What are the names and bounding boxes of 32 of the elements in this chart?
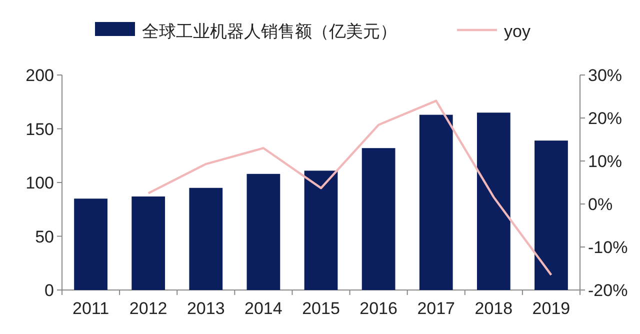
y2-tick-label: 20% <box>588 109 622 128</box>
y-tick-label: 50 <box>35 227 54 246</box>
x-tick-label: 2016 <box>360 299 398 318</box>
bar <box>476 112 510 290</box>
x-tick-label: 2017 <box>417 299 456 318</box>
y-tick-label: 200 <box>26 66 54 85</box>
x-tick-label: 2012 <box>129 299 168 318</box>
x-tick-label: 2015 <box>302 299 340 318</box>
x-tick-label: 2013 <box>186 299 225 318</box>
y2-tick-label: -20% <box>588 281 628 300</box>
y2-tick-label: 30% <box>588 66 622 85</box>
bar <box>419 114 453 290</box>
bar <box>304 170 338 290</box>
y2-tick-label: 10% <box>588 152 622 171</box>
bar <box>534 140 568 290</box>
line-series <box>147 100 552 276</box>
x-tick-label: 2018 <box>474 299 513 318</box>
y-tick-label: 150 <box>26 120 54 139</box>
bar <box>189 188 223 290</box>
y2-tick-label: -10% <box>588 238 628 257</box>
legend-label: yoy <box>504 22 531 41</box>
bar <box>132 196 166 290</box>
legend-label: 全球工业机器人销售额（亿美元） <box>142 22 397 41</box>
y-tick-label: 100 <box>26 174 54 192</box>
y2-tick-label: 0% <box>588 195 613 214</box>
x-tick-label: 2014 <box>244 299 282 318</box>
bar <box>246 174 280 290</box>
y-tick-label: 0 <box>44 281 54 300</box>
bar <box>74 198 108 290</box>
x-tick-label: 2011 <box>72 299 110 318</box>
x-tick-label: 2019 <box>532 299 570 318</box>
bar <box>362 148 396 290</box>
